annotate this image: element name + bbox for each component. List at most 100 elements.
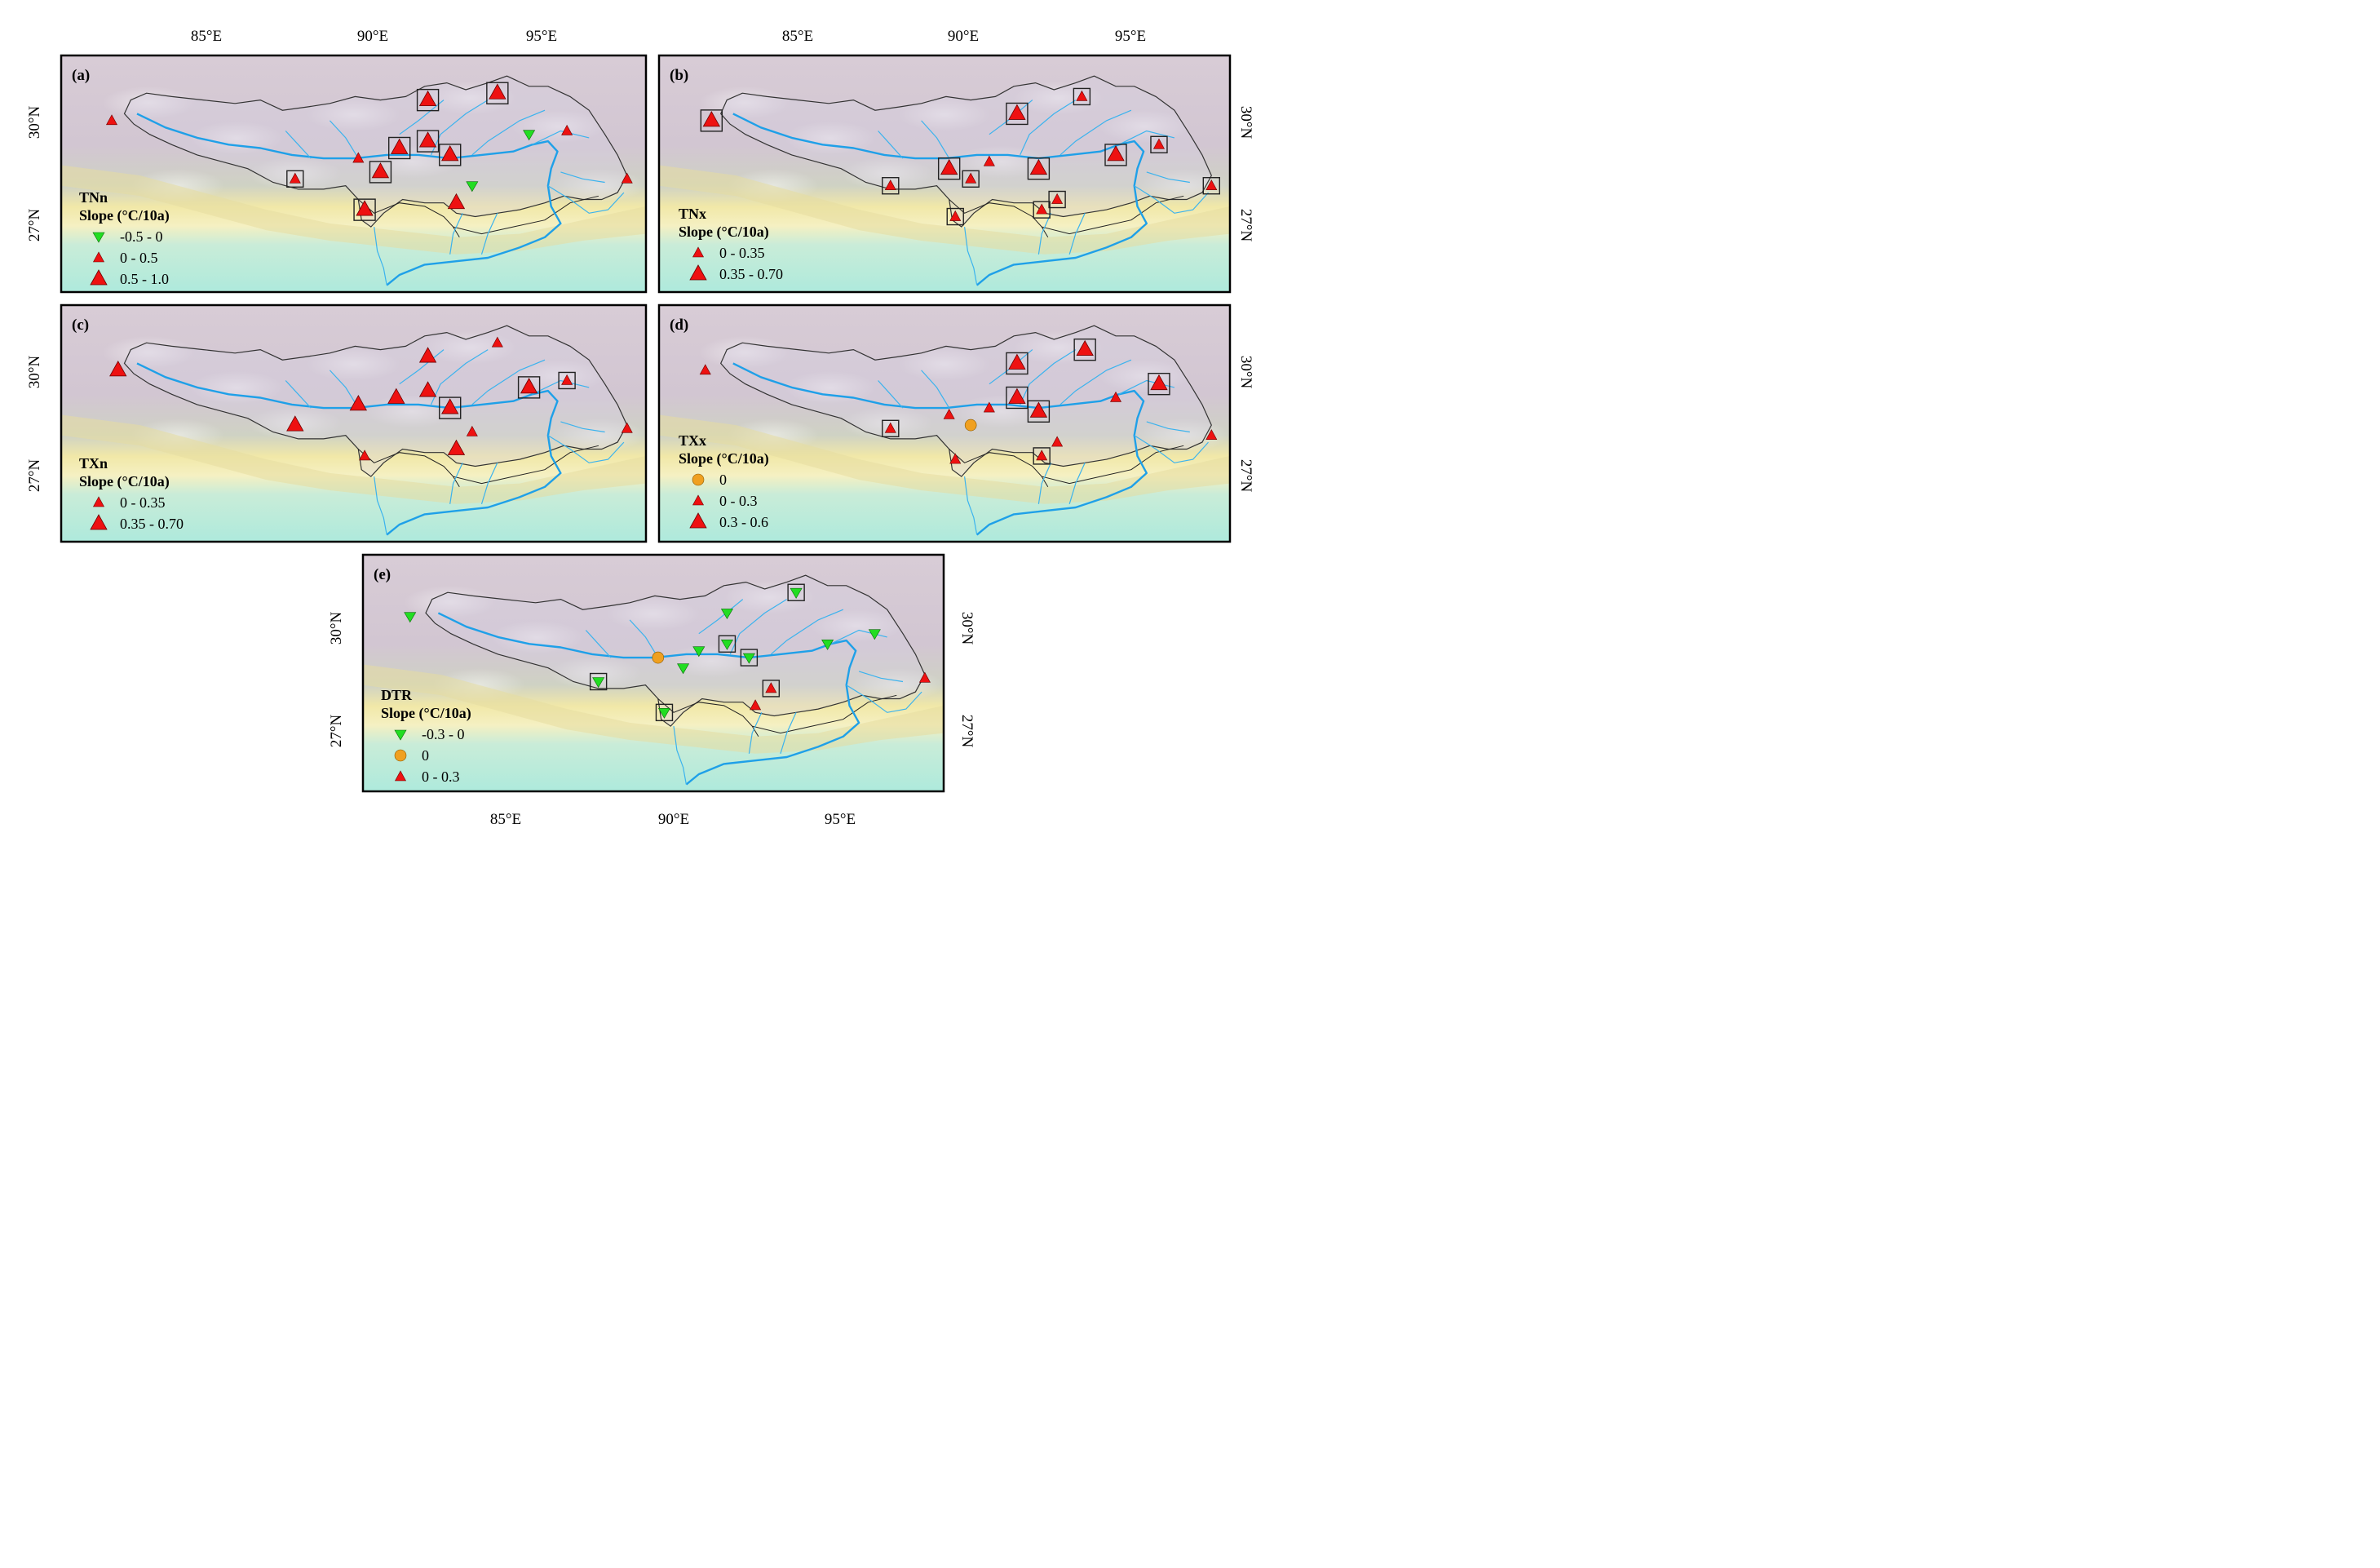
station-marker — [1029, 158, 1048, 175]
basin-boundary — [425, 574, 926, 727]
station-marker — [1076, 339, 1094, 357]
tributary — [964, 476, 978, 535]
tributary — [921, 120, 950, 159]
legend-symbol — [90, 514, 108, 530]
station-marker — [983, 401, 995, 413]
foothill-band — [61, 165, 646, 255]
legend-range: 0.3 - 0.6 — [719, 514, 768, 530]
tributary — [374, 476, 387, 535]
border-line — [1041, 476, 1049, 488]
significance-box — [882, 177, 900, 195]
significance-box — [962, 170, 980, 188]
tributary — [449, 463, 463, 504]
significance-box — [1006, 386, 1029, 410]
station-marker — [965, 172, 977, 184]
relief-patch — [423, 81, 518, 115]
significance-box — [416, 130, 440, 153]
station-marker — [371, 162, 390, 179]
relief-patch — [511, 109, 605, 144]
relief-patch — [1099, 109, 1190, 144]
tributary — [449, 213, 463, 255]
relief-patch — [810, 609, 904, 643]
tributary — [560, 171, 605, 184]
tributary — [748, 712, 763, 754]
tributary — [989, 349, 1033, 385]
station-marker — [949, 210, 962, 221]
tributary — [846, 684, 922, 713]
station-marker — [359, 450, 371, 461]
station-marker — [943, 408, 955, 419]
tick-bottom-e-85: 85°E — [490, 811, 521, 828]
station-marker — [699, 364, 711, 375]
tick-top-b-90: 90°E — [948, 28, 979, 45]
station-marker — [1107, 145, 1125, 162]
legend-symbol — [689, 512, 707, 529]
tributary — [471, 359, 546, 405]
border-line — [453, 476, 460, 488]
significance-box — [1006, 102, 1029, 126]
significance-box — [1104, 144, 1127, 166]
tick-left-c-27: 27°N — [26, 459, 43, 493]
legend-symbol — [90, 269, 108, 286]
axis-labels: 85°E 90°E 95°E 85°E 90°E 95°E 85°E 90°E … — [26, 28, 1254, 828]
station-marker — [106, 114, 118, 126]
basin-boundary — [123, 75, 628, 228]
border-line — [751, 725, 759, 737]
station-marker — [289, 172, 301, 184]
tributary — [629, 619, 659, 658]
tick-top-a-95: 95°E — [526, 28, 557, 45]
station-marker — [821, 639, 834, 650]
relief-patch — [189, 371, 284, 405]
station-marker — [286, 415, 304, 432]
tributary — [858, 671, 904, 683]
tributary — [399, 349, 445, 385]
station-marker — [404, 612, 417, 623]
tributary — [1118, 130, 1175, 145]
station-marker — [441, 145, 459, 162]
tributary — [1146, 421, 1190, 433]
station-marker — [940, 158, 958, 175]
tributary — [430, 349, 489, 405]
legend-slope-label: Slope (°C/10a) — [79, 473, 170, 490]
tick-bottom-e-95: 95°E — [825, 811, 856, 828]
significance-box — [558, 371, 576, 390]
map-background-e — [363, 555, 944, 791]
tributary — [285, 131, 312, 159]
foothill-band — [363, 664, 944, 754]
legend-range: 0 — [422, 747, 429, 764]
tick-right-b-30: 30°N — [1237, 106, 1254, 140]
station-marker — [720, 639, 733, 650]
station-marker — [884, 422, 896, 433]
station-marker — [1008, 388, 1026, 404]
station-marker — [983, 155, 995, 166]
station-marker — [692, 646, 706, 658]
tick-left-a-27: 27°N — [26, 209, 43, 242]
tributary — [1146, 171, 1190, 184]
significance-box — [1150, 135, 1168, 153]
tributary — [780, 712, 797, 754]
station-marker — [1109, 391, 1122, 402]
tick-left-e-27: 27°N — [328, 715, 345, 748]
tick-right-e-27: 27°N — [958, 715, 975, 748]
panel-letter: (b) — [670, 67, 688, 84]
legend-e: DTR Slope (°C/10a) -0.3 - 0 0 0 - 0.3 — [381, 687, 471, 785]
significance-box — [486, 82, 509, 104]
significance-box — [700, 109, 723, 132]
station-marker — [447, 193, 466, 210]
tributary — [471, 109, 546, 156]
station-marker — [1076, 90, 1088, 101]
significance-box — [1027, 400, 1051, 423]
map-background-a — [61, 55, 646, 292]
significance-box — [762, 680, 781, 698]
legend-symbol — [394, 770, 407, 782]
relief-patch — [665, 644, 759, 678]
relief-patch — [899, 348, 990, 381]
legend-range: 0.5 - 1.0 — [120, 271, 169, 287]
tributary — [1134, 185, 1209, 214]
station-marker — [1036, 203, 1048, 215]
